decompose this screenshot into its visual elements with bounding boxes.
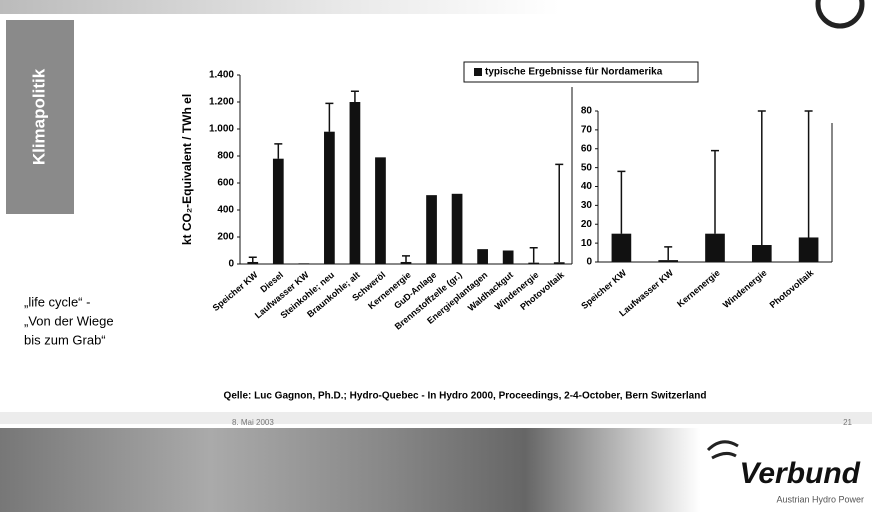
bar bbox=[612, 234, 632, 262]
photo-strip bbox=[0, 428, 700, 512]
y-tick-label: 800 bbox=[217, 151, 234, 162]
error-bar bbox=[805, 111, 813, 237]
error-bar bbox=[530, 248, 538, 263]
y-tick-label: 0 bbox=[586, 257, 592, 268]
x-tick-label: Speicher KW bbox=[211, 269, 260, 313]
x-tick-label: Photovoltaik bbox=[768, 267, 817, 310]
x-tick-label: Photovoltaik bbox=[518, 269, 567, 312]
date: 8. Mai 2003 bbox=[232, 418, 274, 427]
bar bbox=[273, 159, 284, 264]
error-bar bbox=[711, 151, 719, 234]
x-tick-label: Kernenergie bbox=[675, 268, 722, 309]
y-tick-label: 70 bbox=[581, 125, 593, 136]
y-tick-label: 0 bbox=[228, 259, 234, 270]
side-title: Klimapolitik bbox=[29, 68, 48, 165]
error-bar bbox=[249, 257, 257, 262]
logo: Verbund bbox=[739, 457, 860, 490]
y-tick-label: 1.400 bbox=[209, 70, 234, 81]
bar bbox=[350, 102, 361, 264]
note-line: „life cycle“ - bbox=[24, 294, 90, 309]
bar bbox=[452, 194, 463, 264]
bar bbox=[401, 262, 412, 264]
bar bbox=[503, 251, 514, 265]
y-tick-label: 10 bbox=[581, 238, 593, 249]
y-tick-label: 30 bbox=[581, 200, 593, 211]
bar bbox=[375, 157, 386, 264]
y-tick-label: 40 bbox=[581, 181, 593, 192]
y-tick-label: 200 bbox=[217, 232, 234, 243]
error-bar bbox=[351, 91, 359, 102]
bar bbox=[705, 234, 725, 262]
y-tick-label: 50 bbox=[581, 162, 593, 173]
bar bbox=[658, 260, 678, 262]
error-bar bbox=[274, 144, 282, 159]
note-line: bis zum Grab“ bbox=[24, 332, 106, 347]
y-tick-label: 20 bbox=[581, 219, 593, 230]
error-bar bbox=[664, 247, 672, 260]
footer-band bbox=[0, 412, 872, 424]
y-axis-label: kt CO₂-Equivalent / TWh el bbox=[180, 94, 194, 245]
bar bbox=[477, 249, 488, 264]
x-tick-label: Windenergie bbox=[721, 268, 769, 310]
y-tick-label: 1.200 bbox=[209, 97, 234, 108]
bar bbox=[799, 237, 819, 262]
note-line: „Von der Wiege bbox=[24, 313, 114, 328]
legend-label: typische Ergebnisse für Nordamerika bbox=[485, 67, 663, 78]
error-bar bbox=[617, 171, 625, 233]
error-bar bbox=[402, 256, 410, 262]
bar bbox=[554, 262, 565, 264]
error-bar bbox=[325, 103, 333, 131]
slide: Klimapolitik „life cycle“ - „Von der Wie… bbox=[0, 0, 872, 512]
source: Qelle: Luc Gagnon, Ph.D.; Hydro-Quebec -… bbox=[224, 391, 707, 402]
y-tick-label: 80 bbox=[581, 106, 593, 117]
bar bbox=[528, 263, 539, 264]
corner-logo bbox=[818, 0, 862, 26]
tagline: Austrian Hydro Power bbox=[776, 494, 864, 504]
bar bbox=[247, 262, 258, 264]
bar bbox=[298, 263, 309, 264]
bar bbox=[752, 245, 772, 262]
error-bar bbox=[555, 164, 563, 262]
legend-swatch bbox=[474, 68, 482, 76]
x-tick-label: Speicher KW bbox=[579, 267, 628, 311]
top-band bbox=[0, 0, 560, 14]
bar bbox=[324, 132, 335, 264]
logo-mark bbox=[708, 442, 738, 458]
y-tick-label: 600 bbox=[217, 178, 234, 189]
y-tick-label: 400 bbox=[217, 205, 234, 216]
y-tick-label: 1.000 bbox=[209, 124, 234, 135]
y-tick-label: 60 bbox=[581, 143, 593, 154]
slide-canvas: Klimapolitik „life cycle“ - „Von der Wie… bbox=[0, 0, 872, 512]
error-bar bbox=[758, 111, 766, 245]
bar bbox=[426, 195, 437, 264]
page-number: 21 bbox=[843, 418, 852, 427]
